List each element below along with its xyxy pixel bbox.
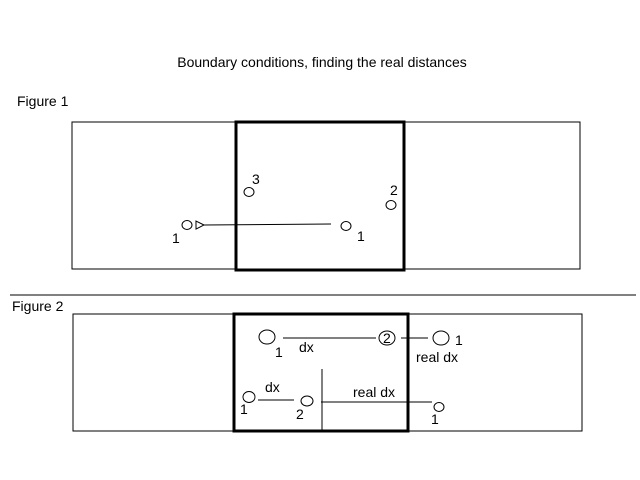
figure1-simulation-box — [234, 120, 406, 272]
figure1-outer-box — [71, 121, 581, 270]
figure2-bottom-particle-1 — [242, 391, 256, 403]
figure2-bottom-image-particle-1 — [433, 402, 445, 412]
figure2-label: Figure 2 — [12, 298, 64, 314]
figure2-top-dx-label: dx — [299, 339, 314, 355]
figure1-label: Figure 1 — [17, 93, 69, 109]
figure2-bottom-particle-2 — [300, 395, 314, 407]
figure2-top-particle-2 — [378, 330, 396, 346]
figure1-arrow — [204, 224, 332, 225]
figure2-bottom-particle-1-label: 1 — [240, 401, 248, 417]
figure1-image-particle-1 — [181, 220, 193, 230]
figure2-bottom-dx-label: dx — [265, 379, 280, 395]
figure2-bottom-image-particle-1-label: 1 — [431, 411, 439, 427]
figure1-particle-2 — [385, 200, 397, 210]
figure2-simulation-box — [232, 312, 410, 433]
figure2-outer-box — [72, 313, 583, 432]
figure1-particle-1-label: 1 — [357, 228, 365, 244]
figure2-bottom-real-dx-label: real dx — [353, 384, 395, 400]
figure2-top-image-particle-1 — [432, 330, 450, 346]
figure2-top-real-dx-label: real dx — [416, 349, 458, 365]
figure2-top-particle-1 — [258, 329, 276, 345]
figure1-particle-3 — [243, 187, 255, 197]
figure1-image-particle-1-label: 1 — [172, 230, 180, 246]
figure2-top-image-particle-1-label: 1 — [455, 332, 463, 348]
figure1-particle-1 — [340, 221, 352, 231]
figure1-particle-2-label: 2 — [390, 182, 398, 198]
figure1-particle-3-label: 3 — [252, 171, 260, 187]
figure2-top-particle-2-label: 2 — [383, 330, 391, 346]
figure2-bottom-particle-2-label: 2 — [296, 406, 304, 422]
diagram-title: Boundary conditions, finding the real di… — [177, 54, 467, 70]
figure2-top-particle-1-label: 1 — [275, 344, 283, 360]
